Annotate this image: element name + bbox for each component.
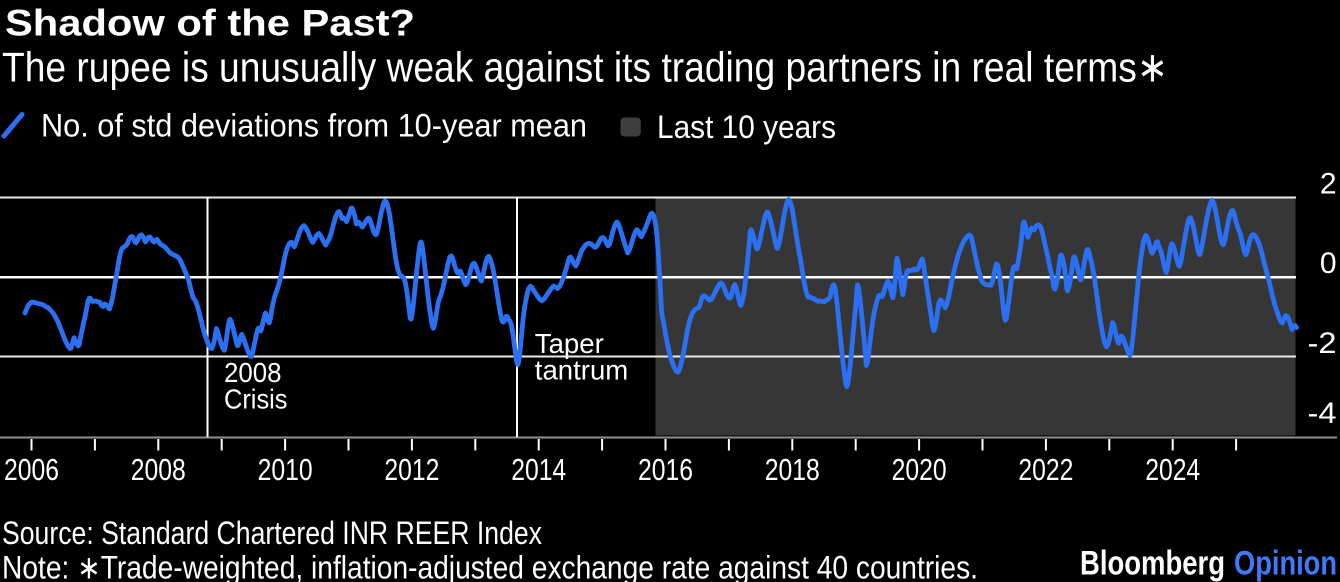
svg-text:Last 10 years: Last 10 years — [657, 109, 836, 145]
svg-text:tantrum: tantrum — [535, 355, 629, 386]
svg-text:2022: 2022 — [1018, 452, 1073, 487]
svg-text:Source: Standard Chartered INR: Source: Standard Chartered INR REER Inde… — [2, 515, 542, 551]
svg-text:2010: 2010 — [258, 452, 313, 487]
svg-text:0: 0 — [1320, 247, 1337, 280]
svg-text:The rupee is unusually weak ag: The rupee is unusually weak against its … — [2, 44, 1168, 91]
svg-text:Bloomberg: Bloomberg — [1080, 545, 1225, 582]
svg-text:Opinion: Opinion — [1234, 545, 1337, 582]
svg-text:2: 2 — [1320, 168, 1337, 201]
svg-text:2020: 2020 — [892, 452, 947, 487]
svg-text:Shadow of the Past?: Shadow of the Past? — [5, 3, 415, 44]
svg-text:-4: -4 — [1308, 397, 1337, 430]
svg-text:Note: ∗Trade-weighted, inflati: Note: ∗Trade-weighted, inflation-adjuste… — [2, 550, 978, 582]
svg-text:2016: 2016 — [638, 452, 693, 487]
svg-text:2018: 2018 — [765, 452, 820, 487]
svg-text:2008: 2008 — [224, 357, 282, 388]
svg-text:Crisis: Crisis — [224, 384, 288, 415]
svg-text:2024: 2024 — [1145, 452, 1200, 487]
svg-text:No. of std deviations from 10-: No. of std deviations from 10-year mean — [41, 108, 587, 144]
svg-text:2012: 2012 — [384, 452, 439, 487]
svg-text:-2: -2 — [1308, 327, 1337, 360]
svg-text:Taper: Taper — [535, 328, 604, 359]
svg-text:2008: 2008 — [131, 452, 186, 487]
svg-text:2014: 2014 — [511, 452, 566, 487]
svg-text:2006: 2006 — [4, 452, 59, 487]
